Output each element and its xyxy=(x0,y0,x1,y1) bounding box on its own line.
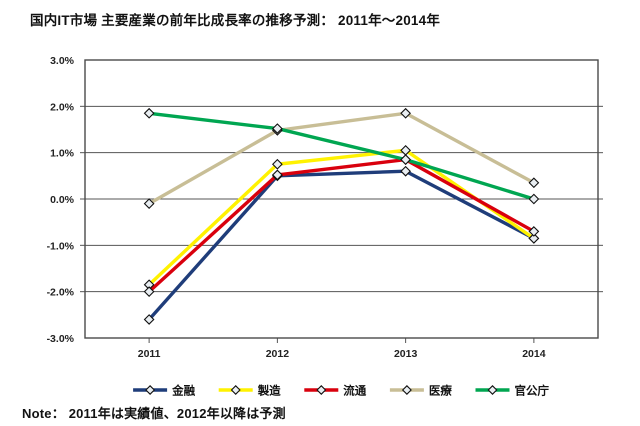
data-series-markers xyxy=(143,144,540,291)
legend-marker-icon xyxy=(230,385,241,395)
data-point-marker xyxy=(271,123,283,134)
y-axis-tick-label: -1.0% xyxy=(47,240,75,252)
data-series-markers xyxy=(143,107,540,205)
x-axis-tick-label: 2011 xyxy=(138,348,161,360)
legend-marker-icon xyxy=(316,385,327,395)
plot-border xyxy=(84,59,599,339)
legend-label: 金融 xyxy=(171,384,195,398)
legend-item[interactable]: 医療 xyxy=(389,384,452,398)
y-axis-tick-label: 2.0% xyxy=(50,101,75,113)
y-axis-tick-label: -3.0% xyxy=(47,333,75,345)
legend-label: 医療 xyxy=(429,384,452,398)
chart-note: Note： 2011年は実績値、2012年以降は予測 xyxy=(22,406,286,421)
data-point-marker xyxy=(143,314,155,325)
data-point-marker xyxy=(271,169,283,181)
legend-marker-icon xyxy=(487,385,498,395)
data-series xyxy=(147,157,536,294)
legend-label: 製造 xyxy=(257,384,281,398)
chart-legend: 金融 製造 流通 医療 官公庁 xyxy=(133,384,549,398)
y-axis-tick-label: 1.0% xyxy=(50,148,75,160)
series-line xyxy=(147,111,536,206)
legend-marker-icon xyxy=(145,385,156,395)
data-series-markers xyxy=(143,154,540,298)
x-axis-tick-label: 2012 xyxy=(266,348,290,360)
x-axis-tick-label: 2013 xyxy=(394,348,418,360)
data-series xyxy=(147,111,536,201)
y-axis-tick-labels: 3.0% 2.0% 1.0% 0.0% -1.0% -2.0% -3.0% xyxy=(47,55,75,345)
data-point-marker xyxy=(528,233,540,244)
y-axis-tick-label: 3.0% xyxy=(50,55,75,67)
series-line xyxy=(147,169,536,322)
data-series xyxy=(147,111,536,206)
page-title: 国内IT市場 主要産業の前年比成長率の推移予測： 2011年〜2014年 xyxy=(30,13,441,28)
data-point-marker xyxy=(528,177,540,189)
legend-item[interactable]: 流通 xyxy=(304,384,367,398)
legend-item[interactable]: 金融 xyxy=(133,384,196,398)
legend-label: 官公庁 xyxy=(515,384,550,398)
data-point-marker xyxy=(143,198,155,210)
data-point-marker xyxy=(528,193,540,205)
data-point-marker xyxy=(400,107,412,119)
x-axis-tick-label: 2014 xyxy=(522,348,546,360)
y-axis-tick-label: -2.0% xyxy=(47,287,75,299)
gridlines xyxy=(80,105,603,293)
data-point-marker xyxy=(271,158,283,170)
x-axis-tick-labels: 2011 2012 2013 2014 xyxy=(138,338,546,360)
data-point-marker xyxy=(400,165,412,177)
legend-item[interactable]: 官公庁 xyxy=(475,384,550,398)
data-point-marker xyxy=(400,154,412,165)
data-point-marker xyxy=(528,226,540,237)
legend-marker-icon xyxy=(401,385,412,395)
series-line xyxy=(147,157,536,294)
y-axis-tick-label: 0.0% xyxy=(50,194,75,206)
data-point-marker xyxy=(143,286,155,298)
data-series xyxy=(147,169,536,322)
data-series-layer xyxy=(143,107,540,325)
legend-item[interactable]: 製造 xyxy=(218,384,281,398)
series-line xyxy=(147,111,536,201)
legend-label: 流通 xyxy=(343,384,366,398)
plot-area-frame xyxy=(84,59,599,339)
data-point-marker xyxy=(143,107,155,119)
